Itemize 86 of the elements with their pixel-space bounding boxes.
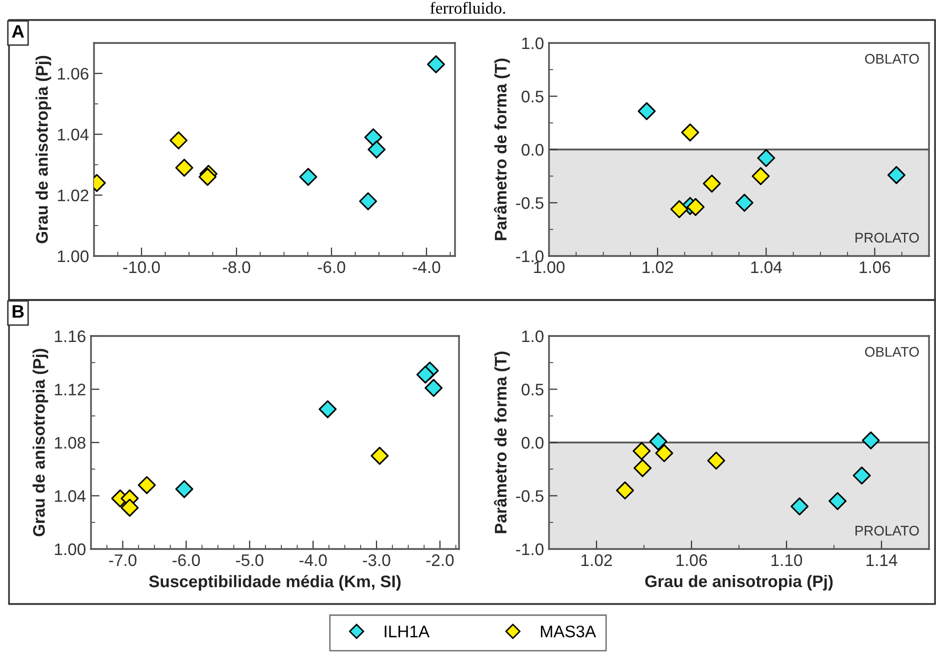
- text: A: [12, 25, 24, 38]
- text: B: [12, 305, 24, 318]
- band-label: PROLATO: [856, 526, 919, 536]
- y-tick-label: 1.00: [58, 250, 88, 262]
- point: [175, 480, 194, 498]
- point: [318, 400, 337, 418]
- point: [707, 452, 726, 470]
- x-tick-label: -6.0: [172, 554, 200, 566]
- point: [427, 55, 445, 74]
- point: [852, 466, 871, 484]
- chart-title: ferrofluido.: [430, 2, 506, 14]
- point: [790, 497, 809, 516]
- y-tick-label: 0.0: [522, 436, 544, 449]
- point: [198, 168, 217, 186]
- y-tick-label: -1.0: [516, 250, 544, 262]
- y-tick-label: 1.08: [54, 436, 86, 449]
- point: [170, 131, 188, 150]
- point: [681, 123, 700, 142]
- y-tick-label: 1.0: [522, 330, 544, 342]
- point: [632, 442, 651, 460]
- point: [359, 192, 378, 210]
- point: [120, 498, 139, 517]
- x-tick-label: 1.14: [866, 554, 898, 566]
- y-tick-label: 1.02: [58, 190, 88, 202]
- point: [138, 476, 156, 494]
- y-axis-title: Parâmetro de forma (T): [494, 58, 510, 240]
- x-tick-label: -10.0: [123, 261, 160, 274]
- y-tick-label: -1.0: [516, 543, 544, 556]
- point: [634, 459, 652, 478]
- x-tick-label: 1.06: [860, 261, 890, 274]
- point: [670, 200, 688, 218]
- point: [368, 140, 386, 158]
- point: [828, 492, 847, 510]
- y-tick-label: 1.06: [58, 68, 88, 80]
- legend-label: ILH1A: [384, 626, 430, 638]
- x-tick-label: 1.02: [642, 261, 673, 274]
- x-tick-label: 1.10: [772, 554, 802, 566]
- x-tick-label: -4.0: [412, 261, 440, 274]
- y-axis-title: Grau de anisotropia (Pj): [36, 56, 52, 244]
- y-tick-label: 1.12: [54, 384, 86, 396]
- point: [757, 149, 776, 167]
- x-tick-label: 1.04: [751, 261, 782, 274]
- x-tick-label: 1.00: [534, 261, 565, 274]
- x-axis-title: Grau de anisotropia (Pj): [645, 574, 833, 590]
- point: [616, 481, 634, 500]
- x-tick-label: -7.0: [109, 554, 136, 566]
- point: [416, 366, 434, 384]
- x-tick-label: -6.0: [318, 261, 346, 274]
- y-tick-label: 1.0: [522, 37, 544, 50]
- y-tick-label: 1.04: [54, 490, 86, 502]
- point: [862, 431, 880, 450]
- y-tick-label: 0.5: [522, 384, 544, 396]
- x-tick-label: -5.0: [236, 554, 264, 566]
- band-label: PROLATO: [856, 232, 919, 243]
- point: [424, 378, 443, 397]
- x-tick-label: -2.0: [426, 554, 454, 566]
- y-axis-title: Parâmetro de forma (T): [494, 352, 510, 534]
- point: [299, 168, 318, 186]
- x-tick-label: -4.0: [299, 554, 327, 566]
- point: [649, 432, 668, 450]
- y-tick-label: 1.00: [54, 543, 86, 556]
- x-axis-title: Susceptibilidade média (Km, SI): [149, 574, 401, 591]
- point: [638, 102, 656, 120]
- point: [655, 444, 674, 462]
- y-tick-label: 1.16: [54, 330, 86, 342]
- y-tick-label: -0.5: [516, 490, 544, 502]
- point: [686, 198, 705, 216]
- point: [752, 167, 770, 186]
- legend-label: MAS3A: [540, 626, 596, 638]
- point: [175, 158, 194, 177]
- annotation: OBLATO: [865, 346, 919, 357]
- x-tick-label: -8.0: [222, 261, 250, 274]
- annotation: OBLATO: [865, 54, 919, 64]
- x-tick-label: 1.02: [582, 554, 612, 566]
- point: [702, 174, 721, 193]
- x-tick-label: 1.06: [676, 554, 707, 566]
- point: [887, 166, 906, 184]
- y-tick-label: 0.5: [522, 90, 544, 102]
- point: [370, 446, 389, 465]
- point: [364, 128, 382, 146]
- y-tick-label: 1.04: [58, 128, 89, 140]
- point: [735, 194, 754, 212]
- y-tick-label: -0.5: [516, 197, 544, 209]
- y-tick-label: 0.0: [522, 144, 544, 156]
- x-tick-label: -3.0: [362, 554, 390, 566]
- y-axis-title: Grau de anisotropia (Pj): [32, 348, 48, 536]
